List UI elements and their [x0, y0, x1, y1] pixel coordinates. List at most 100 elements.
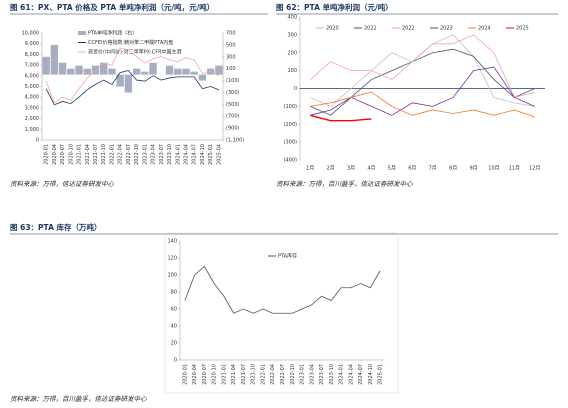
- x-tick-label: 2023-10: [329, 364, 335, 385]
- bar: [198, 74, 207, 81]
- x-tick-label: 2023-10: [167, 144, 173, 165]
- x-tick-label: 8月: [449, 166, 457, 172]
- y-tick-label: (300): [284, 140, 297, 146]
- x-tick-label: 2021-10: [101, 144, 107, 165]
- legend-label: 2023: [440, 26, 453, 32]
- series-line: [309, 34, 535, 98]
- legend-label: 2021: [364, 26, 377, 32]
- x-tick-label: 2022-01: [260, 364, 266, 385]
- x-tick-label: 1月: [306, 166, 314, 172]
- bar: [75, 65, 83, 75]
- bar: [50, 44, 59, 75]
- x-tick-label: 9月: [469, 166, 477, 172]
- x-tick-label: 2022-07: [280, 364, 286, 385]
- bar: [132, 68, 141, 75]
- y-tick-label: 0: [294, 86, 297, 92]
- series-line: [45, 69, 220, 106]
- bar: [124, 74, 133, 93]
- x-tick-label: 2020-04: [52, 144, 58, 165]
- bar: [116, 74, 124, 87]
- x-tick-label: 2024-07: [192, 144, 198, 165]
- bar: [215, 65, 223, 75]
- bar: [174, 68, 182, 75]
- y-tick-label: 10,000: [22, 31, 40, 37]
- x-tick-label: 2024-01: [175, 144, 181, 165]
- y-tick-label: 20: [171, 341, 177, 347]
- figure-caption: 图 62：PTA 单吨净利润（元/吨）: [276, 2, 393, 12]
- x-tick-label: 2024-10: [368, 364, 374, 385]
- x-tick-label: 2020-01: [182, 364, 188, 385]
- y-tick-label: 100: [287, 68, 297, 74]
- bar: [149, 62, 157, 75]
- series-line: [310, 34, 535, 107]
- x-tick-label: 10月: [488, 166, 499, 172]
- legend-label: 2025: [516, 26, 529, 32]
- y-tick-label: 8,000: [25, 52, 39, 58]
- x-tick-label: 2020-10: [212, 364, 218, 385]
- x-tick-label: 2024-04: [183, 144, 189, 165]
- y-tick-label: 100: [167, 273, 177, 279]
- y2-tick-label: (1,100): [226, 138, 244, 144]
- x-tick-label: 2023-04: [309, 364, 315, 385]
- x-tick-label: 2021-01: [77, 144, 83, 165]
- y2-tick-label: (500): [226, 102, 239, 108]
- x-tick-label: 2022-07: [126, 144, 132, 165]
- x-tick-label: 2023-04: [151, 144, 157, 165]
- y2-tick-label: (300): [226, 90, 239, 96]
- y-tick-label: 6,000: [25, 73, 39, 79]
- y-tick-label: 3,000: [25, 105, 39, 111]
- x-tick-label: 2020-04: [192, 364, 198, 385]
- x-tick-label: 11月: [509, 166, 520, 172]
- x-tick-label: 2021-07: [241, 364, 247, 385]
- y-tick-label: 400: [287, 15, 297, 21]
- legend-label: PTA单吨净利润（右）: [88, 30, 137, 37]
- y-tick-label: 0: [36, 138, 39, 144]
- x-tick-label: 2021-04: [231, 364, 237, 385]
- bar: [182, 68, 190, 75]
- bar: [165, 65, 174, 75]
- x-tick-label: 2020-10: [68, 144, 74, 165]
- series-line: [45, 47, 220, 104]
- figure-caption: 图 61：PX、PTA 价格及 PTA 单吨净利润（元/吨，元/吨）: [10, 2, 214, 12]
- y-tick-label: 40: [171, 324, 177, 330]
- bar: [108, 68, 116, 75]
- legend-label: CCFEI价格指数:精对苯二甲酸PTA内盘: [88, 39, 173, 46]
- y-tick-label: 7,000: [25, 63, 39, 69]
- chart-frame: [164, 232, 399, 394]
- y-tick-label: 9,000: [25, 41, 39, 47]
- legend-label: 2024: [478, 26, 491, 32]
- x-tick-label: 7月: [429, 166, 437, 172]
- y-tick-label: 4,000: [25, 95, 39, 101]
- x-tick-label: 5月: [388, 166, 396, 172]
- x-tick-label: 2023-07: [159, 144, 165, 165]
- series-line: [310, 91, 535, 118]
- y2-tick-label: (700): [226, 114, 239, 120]
- x-tick-label: 6月: [408, 166, 416, 172]
- x-tick-label: 2021-01: [221, 364, 227, 385]
- x-tick-label: 2023-07: [319, 364, 325, 385]
- y-tick-label: 80: [171, 290, 177, 296]
- x-tick-label: 2024-01: [339, 364, 345, 385]
- bar: [58, 62, 67, 75]
- series-line: [184, 265, 381, 314]
- y-tick-label: 2,000: [25, 116, 39, 122]
- y-tick-label: 5,000: [25, 84, 39, 90]
- bar: [42, 56, 50, 75]
- y-tick-label: 120: [167, 256, 177, 262]
- x-tick-label: 2020-07: [60, 144, 66, 165]
- figure-source: 资料来源：万得，百川盈孚，信达证券研发中心: [276, 180, 413, 188]
- legend-label: PTA库存: [278, 253, 297, 260]
- legend-swatch: [78, 31, 86, 35]
- y-tick-label: 0: [174, 358, 177, 364]
- bar: [190, 71, 198, 75]
- y-tick-label: (200): [284, 122, 297, 128]
- x-tick-label: 3月: [347, 166, 355, 172]
- x-tick-label: 2020-07: [202, 364, 208, 385]
- x-tick-label: 12月: [529, 166, 540, 172]
- x-tick-label: 2022-10: [134, 144, 140, 165]
- x-tick-label: 2025-04: [216, 144, 222, 165]
- x-tick-label: 2021-04: [85, 144, 91, 165]
- x-tick-label: 2023-01: [142, 144, 148, 165]
